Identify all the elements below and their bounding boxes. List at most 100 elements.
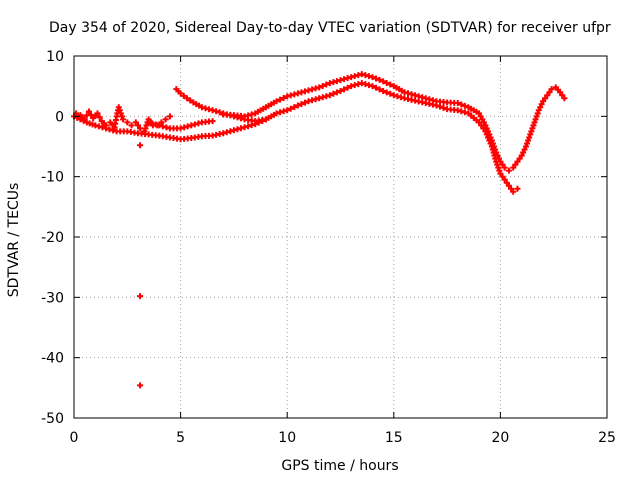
data-point-marker (128, 122, 135, 129)
data-point-marker (510, 188, 517, 195)
data-point-marker (333, 89, 340, 96)
data-point-marker (177, 125, 184, 132)
data-point-marker (376, 86, 383, 93)
data-point-marker (494, 152, 501, 159)
y-tick-label: -50 (41, 411, 64, 427)
data-point-marker (514, 185, 521, 192)
data-point-marker (301, 88, 308, 95)
data-point-marker (510, 164, 517, 171)
data-point-marker (323, 81, 330, 88)
data-point-marker (149, 120, 156, 127)
data-point-marker (494, 161, 501, 168)
data-point-marker (461, 109, 468, 116)
data-point-marker (337, 77, 344, 84)
data-point-marker (419, 94, 426, 101)
data-point-marker (227, 128, 234, 135)
data-point-marker (326, 80, 333, 87)
data-point-marker (489, 140, 496, 147)
data-point-marker (180, 92, 187, 99)
data-point-marker (115, 104, 122, 111)
data-point-marker (495, 164, 502, 171)
data-point-marker (387, 81, 394, 88)
data-point-marker (483, 125, 490, 132)
data-point-marker (514, 158, 521, 165)
chart-title: Day 354 of 2020, Sidereal Day-to-day VTE… (49, 20, 611, 36)
data-point-marker (512, 161, 519, 168)
data-point-marker (319, 82, 326, 89)
data-point-marker (351, 82, 358, 89)
data-point-marker (137, 382, 144, 389)
data-point-marker (137, 142, 144, 149)
data-point-marker (344, 84, 351, 91)
data-point-marker (532, 116, 539, 123)
data-point-marker (440, 104, 447, 111)
data-point-marker (362, 72, 369, 79)
data-point-marker (537, 104, 544, 111)
data-point-marker (538, 101, 545, 108)
data-point-marker (181, 124, 188, 131)
data-point-marker (348, 83, 355, 90)
data-point-marker (184, 123, 191, 130)
data-point-marker (401, 89, 408, 96)
data-point-marker (557, 89, 564, 96)
data-point-marker (540, 98, 547, 105)
data-point-marker (526, 134, 533, 141)
data-point-marker (143, 122, 150, 129)
data-point-marker (487, 134, 494, 141)
x-axis-label: GPS time / hours (281, 458, 398, 474)
x-tick-label: 20 (491, 430, 509, 446)
data-point-marker (405, 90, 412, 97)
data-point-marker (561, 95, 568, 102)
y-tick-label: -30 (41, 290, 64, 306)
data-point-marker (162, 116, 169, 123)
data-point-marker (305, 98, 312, 105)
data-point-marker (206, 106, 213, 113)
data-point-marker (177, 90, 184, 97)
data-point-marker (280, 95, 287, 102)
data-point-marker (358, 71, 365, 78)
data-point-marker (337, 87, 344, 94)
y-axis-label: SDTVAR / TECUs (6, 183, 22, 298)
grid-layer (74, 56, 607, 418)
data-point-marker (518, 152, 525, 159)
data-point-marker (508, 185, 515, 192)
data-point-marker (525, 137, 532, 144)
data-point-marker (520, 149, 527, 156)
data-point-marker (535, 107, 542, 114)
data-point-marker (99, 124, 106, 131)
data-point-marker (248, 111, 255, 118)
data-point-marker (183, 95, 190, 102)
data-point-marker (152, 121, 159, 128)
data-point-marker (351, 73, 358, 80)
data-point-marker (238, 115, 245, 122)
data-point-marker (202, 105, 209, 112)
data-point-marker (209, 118, 216, 125)
x-tick-label: 5 (176, 430, 185, 446)
data-point-marker (159, 123, 166, 130)
data-point-marker (106, 126, 113, 133)
data-point-marker (316, 84, 323, 91)
data-point-marker (220, 130, 227, 137)
data-point-marker (415, 93, 422, 100)
data-point-marker (227, 112, 234, 119)
data-point-marker (216, 109, 223, 116)
data-point-marker (505, 167, 512, 174)
data-point-marker (426, 96, 433, 103)
data-point-marker (102, 122, 109, 129)
data-point-marker (436, 103, 443, 110)
data-point-marker (501, 176, 508, 183)
data-point-marker (408, 91, 415, 98)
data-point-marker (273, 98, 280, 105)
data-point-marker (142, 125, 149, 132)
data-point-marker (287, 92, 294, 99)
data-point-marker (319, 94, 326, 101)
data-point-marker (301, 99, 308, 106)
data-point-marker (118, 113, 125, 120)
data-point-marker (412, 92, 419, 99)
series-group (137, 142, 144, 389)
data-point-marker (305, 87, 312, 94)
y-tick-label: -40 (41, 351, 64, 367)
data-point-marker (355, 81, 362, 88)
data-point-marker (298, 89, 305, 96)
data-point-marker (134, 122, 141, 129)
